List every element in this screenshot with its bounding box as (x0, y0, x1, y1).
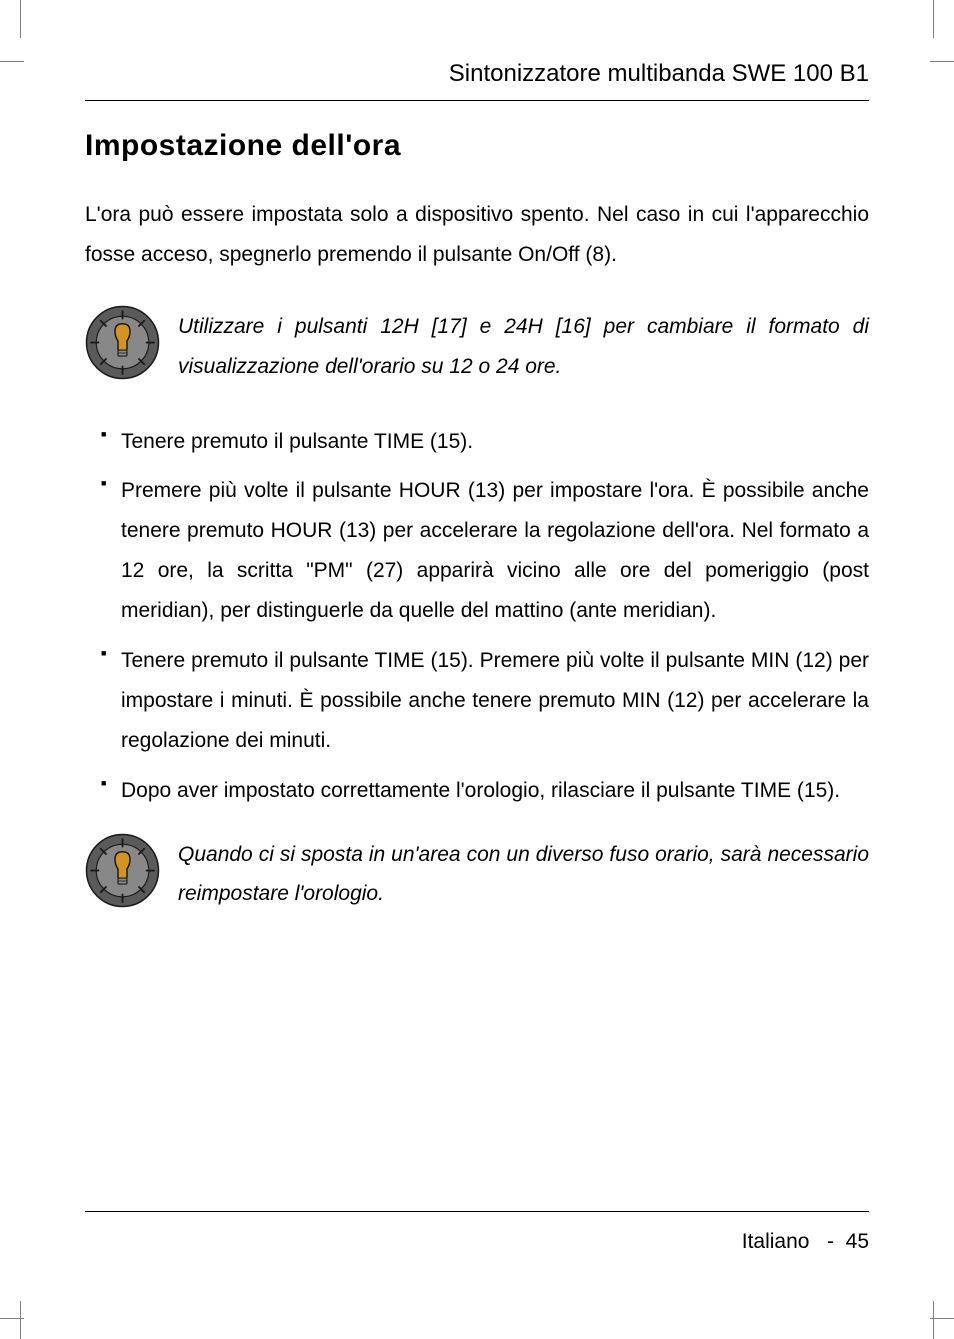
tip-block-1: Utilizzare i pulsanti 12H [17] e 24H [16… (85, 305, 869, 387)
list-item: Premere più volte il pulsante HOUR (13) … (107, 471, 869, 631)
crop-mark (930, 61, 954, 62)
tip-text-2: Quando ci si sposta in un'area con un di… (178, 833, 869, 915)
page-footer: Italiano - 45 (85, 1211, 869, 1254)
crop-mark (933, 0, 934, 38)
list-item: Tenere premuto il pulsante TIME (15). Pr… (107, 641, 869, 761)
lightbulb-icon (85, 833, 160, 908)
page-number: 45 (846, 1230, 869, 1253)
tip-text-1: Utilizzare i pulsanti 12H [17] e 24H [16… (178, 305, 869, 387)
section-title: Impostazione dell'ora (85, 129, 869, 163)
crop-mark (0, 61, 24, 62)
intro-paragraph: L'ora può essere impostata solo a dispos… (85, 195, 869, 275)
list-item: Tenere premuto il pulsante TIME (15). (107, 422, 869, 462)
crop-mark (933, 1301, 934, 1339)
tip-block-2: Quando ci si sposta in un'area con un di… (85, 833, 869, 915)
list-item: Dopo aver impostato correttamente l'orol… (107, 771, 869, 811)
page-header: Sintonizzatore multibanda SWE 100 B1 (85, 60, 869, 101)
crop-mark (20, 1301, 21, 1339)
footer-separator: - (827, 1230, 834, 1253)
footer-language: Italiano (742, 1230, 810, 1253)
crop-mark (20, 0, 21, 38)
instruction-list: Tenere premuto il pulsante TIME (15). Pr… (85, 422, 869, 811)
lightbulb-icon (85, 305, 160, 380)
header-title: Sintonizzatore multibanda SWE 100 B1 (449, 60, 869, 87)
